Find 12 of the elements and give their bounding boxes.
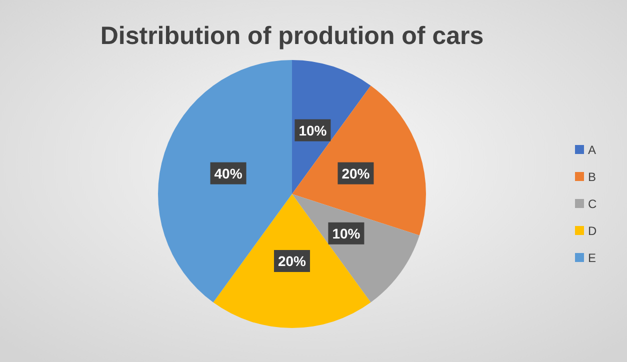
data-label: 10% (332, 225, 361, 242)
legend-label: D (588, 224, 597, 238)
pie-slice (213, 194, 371, 328)
legend-label: B (588, 170, 596, 184)
legend-label: A (588, 143, 596, 157)
legend-label: E (588, 251, 596, 265)
data-label: 20% (342, 165, 370, 182)
data-label: 10% (298, 122, 328, 138)
data-label: 40% (214, 165, 243, 182)
chart-title: Distribution of prodution of cars (100, 22, 484, 50)
data-label: 20% (278, 253, 307, 269)
legend-label: C (588, 197, 597, 211)
